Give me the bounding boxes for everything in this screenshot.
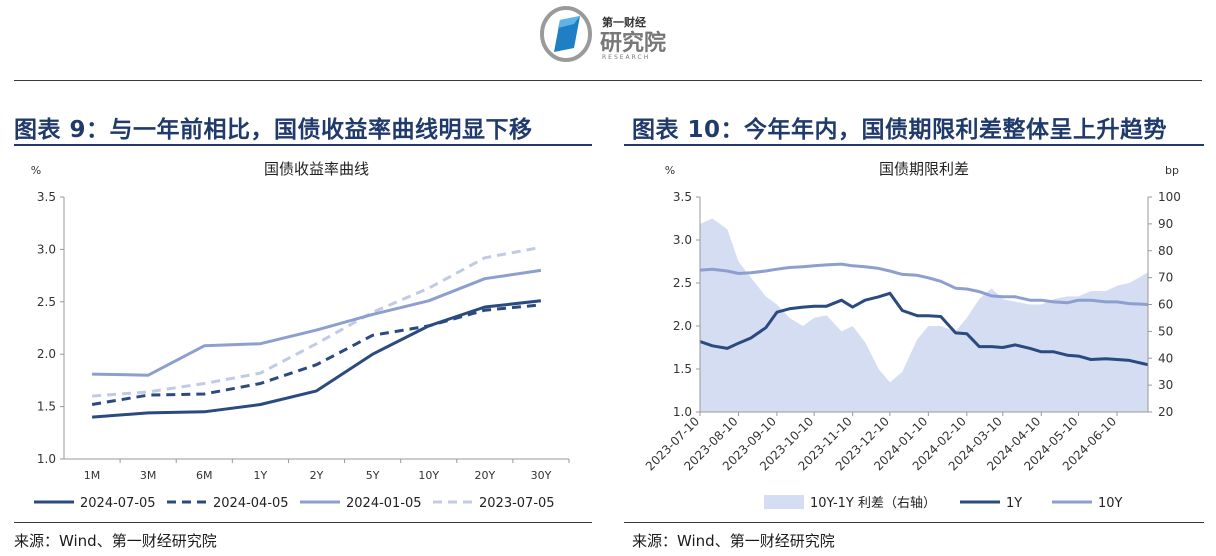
right-source-rule (624, 522, 1204, 523)
header-rule (14, 80, 1202, 81)
x-tick-label: 10Y (418, 469, 439, 482)
logo-mark: 第一财经 研究院 RESEARCH (540, 6, 666, 62)
y-tick-label: 3.0 (673, 233, 692, 247)
y-tick-label: 2.0 (37, 347, 56, 361)
x-tick-label: 5Y (366, 469, 380, 482)
y-tick-label: 1.0 (673, 405, 692, 419)
y-tick-label: 2.5 (673, 276, 692, 290)
left-source-rule (14, 522, 592, 523)
y-axis-unit: % (665, 164, 675, 177)
chart-title: 国债期限利差 (879, 160, 969, 178)
y-tick-label: 3.5 (673, 190, 692, 204)
y2-tick-label: 60 (1158, 298, 1173, 312)
y-tick-label: 1.0 (37, 452, 56, 466)
legend-label: 2024-01-05 (346, 496, 422, 511)
x-tick-label: 3M (140, 469, 157, 482)
y2-tick-label: 100 (1158, 190, 1181, 204)
left-title-rule (14, 144, 592, 146)
y-tick-label: 3.5 (37, 190, 56, 204)
series-line-2024-04-05 (91, 303, 542, 406)
y-tick-label: 2.0 (673, 319, 692, 333)
chart-title: 国债收益率曲线 (264, 160, 369, 178)
y2-tick-label: 30 (1158, 378, 1173, 392)
y2-tick-label: 40 (1158, 351, 1173, 365)
legend-label: 10Y-1Y 利差（右轴） (810, 496, 936, 511)
right-title-rule (624, 144, 1204, 146)
right-source: 来源：Wind、第一财经研究院 (632, 532, 835, 550)
x-tick-label: 30Y (531, 469, 552, 482)
y-tick-label: 1.5 (673, 362, 692, 376)
y-tick-label: 2.5 (37, 295, 56, 309)
logo-line1: 第一财经 (602, 15, 646, 29)
series-line-2024-01-05 (92, 268, 542, 377)
x-tick-label: 1M (84, 469, 101, 482)
legend-label: 10Y (1098, 496, 1123, 511)
x-tick-label: 6M (196, 469, 213, 482)
y-axis-unit: % (31, 164, 41, 177)
series-line-2024-07-05 (91, 299, 542, 419)
logo: 第一财经 研究院 RESEARCH (540, 6, 690, 62)
legend-label: 2024-07-05 (80, 496, 156, 511)
yield-curve-chart: 国债收益率曲线% 3.5 3.0 2.5 2.0 1.5 1.0 1M 3M 6M 1Y 2Y 5Y 10… (31, 160, 570, 511)
logo-line2: 研究院 (600, 30, 666, 56)
x-tick-label: 1Y (254, 469, 268, 482)
series-line-2023-07-05 (91, 245, 542, 398)
left-figure-title: 图表 9：与一年前相比，国债收益率曲线明显下移 (14, 117, 533, 143)
y2-tick-label: 80 (1158, 244, 1173, 258)
y2-tick-label: 50 (1158, 324, 1173, 338)
legend-swatch (764, 495, 804, 509)
y-tick-label: 3.0 (37, 242, 56, 256)
term-spread-chart: 国债期限利差% bp 3.5 3.0 2.5 2.0 1.5 1.0 100 90 80 70 60 50… (643, 160, 1181, 511)
x-tick-label: 2Y (310, 469, 324, 482)
y2-tick-label: 20 (1158, 405, 1173, 419)
legend-label: 1Y (1006, 496, 1022, 511)
x-tick-label: 20Y (474, 469, 495, 482)
series-line-1Y (699, 291, 1149, 367)
y-tick-label: 1.5 (37, 400, 56, 414)
y2-axis-unit: bp (1165, 164, 1179, 177)
right-figure-title: 图表 10：今年年内，国债期限利差整体呈上升趋势 (632, 117, 1168, 143)
y2-tick-label: 70 (1158, 271, 1173, 285)
legend-label: 2024-04-05 (213, 496, 289, 511)
y2-tick-label: 90 (1158, 217, 1173, 231)
series-area-spread (700, 218, 1148, 412)
logo-line3: RESEARCH (602, 54, 650, 61)
series-line-10Y (699, 262, 1149, 306)
legend-label: 2023-07-05 (479, 496, 555, 511)
left-source: 来源：Wind、第一财经研究院 (14, 532, 217, 550)
